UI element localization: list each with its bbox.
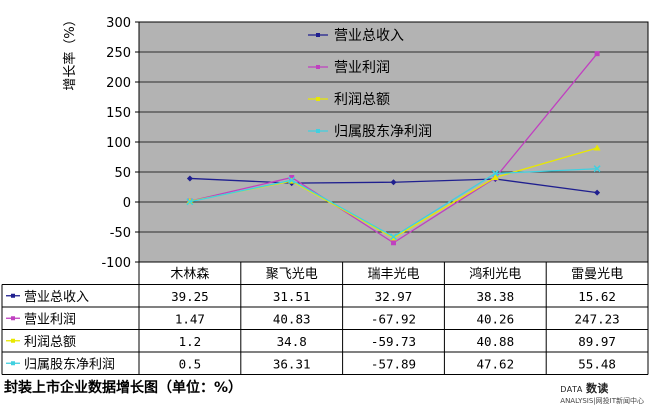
y-tick-label-3: 150 <box>106 106 131 121</box>
legend-label-1: 营业利润 <box>334 60 390 76</box>
data-point-s3-4 <box>593 165 601 173</box>
table-value-s3-1: 36.31 <box>273 356 311 371</box>
data-point-s2-3 <box>491 173 499 180</box>
y-tick-label-2: 200 <box>106 76 131 91</box>
logo-main: 数读 <box>585 382 609 395</box>
table-value-s3-2: -57.89 <box>371 356 416 371</box>
y-tick-label-5: 50 <box>114 166 131 181</box>
table-key-marker-3 <box>11 361 15 366</box>
table-key-marker-1 <box>11 316 15 321</box>
table-series-name-0: 营业总收入 <box>24 290 89 305</box>
table-value-s0-4: 15.62 <box>578 289 616 304</box>
table-value-s1-4: 247.23 <box>575 311 620 326</box>
table-value-s3-3: 47.62 <box>476 356 514 371</box>
y-axis-label: 增长率（%） <box>62 13 78 90</box>
table-value-s2-2: -59.73 <box>371 334 416 349</box>
data-point-s1-2 <box>391 240 396 246</box>
data-point-s0-2 <box>390 179 397 186</box>
table-value-s0-1: 31.51 <box>273 289 311 304</box>
publisher-logo: DATA 数读 ANALYSIS|网投IT新闻中心 <box>560 380 644 406</box>
data-point-s1-4 <box>594 51 600 57</box>
data-point-s1-1 <box>289 175 295 181</box>
table-value-s0-0: 39.25 <box>171 289 209 304</box>
legend-label-3: 归属股东净利润 <box>334 123 432 140</box>
category-label-3: 鸿利光电 <box>469 266 521 282</box>
logo-prefix: DATA <box>560 385 583 394</box>
table-value-s2-0: 1.2 <box>179 334 202 349</box>
table-value-s0-3: 38.38 <box>476 289 514 304</box>
table-series-name-2: 利润总额 <box>24 335 76 350</box>
logo-sub-suffix: |网投IT新闻中心 <box>593 397 644 405</box>
table-value-s1-1: 40.83 <box>273 311 311 326</box>
category-label-2: 瑞丰光电 <box>367 267 419 282</box>
category-label-0: 木林森 <box>170 267 209 282</box>
y-tick-label-8: -100 <box>101 256 131 271</box>
legend-label-2: 利润总额 <box>334 92 390 108</box>
y-tick-label-7: -50 <box>110 226 131 241</box>
table-value-s2-4: 89.97 <box>578 334 616 349</box>
chart: 增长率（%） 300 250 200 150 100 50 0 -50 -100 木林森 聚飞光电… <box>1 13 649 375</box>
data-point-s2-4 <box>593 144 601 151</box>
table-value-s1-3: 40.26 <box>476 311 514 326</box>
legend-marker-0 <box>316 33 320 37</box>
legend-marker-3 <box>316 129 320 133</box>
legend-marker-1 <box>316 65 320 69</box>
data-point-s3-2 <box>389 233 398 241</box>
data-point-s3-0 <box>186 198 194 206</box>
data-point-s3-1 <box>288 176 296 184</box>
table-series-name-1: 营业利润 <box>24 312 76 327</box>
y-tick-label-0: 300 <box>106 16 131 31</box>
legend-marker-2 <box>316 97 320 101</box>
table-value-s3-4: 55.48 <box>578 356 616 371</box>
table-value-s3-0: 0.5 <box>179 356 202 371</box>
table-series-name-3: 归属股东净利润 <box>24 357 115 372</box>
data-point-s0-4 <box>594 189 601 196</box>
chart-caption: 封装上市企业数据增长图（单位：%） <box>4 380 243 396</box>
category-label-4: 雷曼光电 <box>571 267 623 282</box>
table-value-s0-2: 32.97 <box>375 289 413 304</box>
logo-sub: ANALYSIS <box>560 397 594 405</box>
table-value-s1-2: -67.92 <box>371 311 416 326</box>
category-label-1: 聚飞光电 <box>266 267 318 282</box>
table-value-s1-0: 1.47 <box>175 311 205 326</box>
table-key-marker-0 <box>11 293 15 298</box>
legend-label-0: 营业总收入 <box>334 28 404 44</box>
y-tick-label-4: 100 <box>106 136 131 151</box>
data-point-s0-0 <box>186 175 193 182</box>
table-value-s2-3: 40.88 <box>476 334 514 349</box>
table-key-marker-2 <box>11 338 15 343</box>
y-tick-label-6: 0 <box>123 196 131 211</box>
data-point-s3-3 <box>491 169 499 177</box>
y-tick-label-1: 250 <box>106 46 131 61</box>
table-value-s2-1: 34.8 <box>277 334 307 349</box>
